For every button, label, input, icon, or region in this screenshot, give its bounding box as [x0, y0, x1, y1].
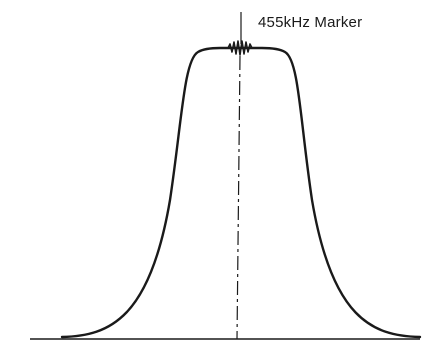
- marker-line-lower: [236, 55, 241, 340]
- marker-pip: [227, 40, 253, 56]
- response-curve: [60, 46, 422, 339]
- marker-label: 455kHz Marker: [258, 14, 362, 31]
